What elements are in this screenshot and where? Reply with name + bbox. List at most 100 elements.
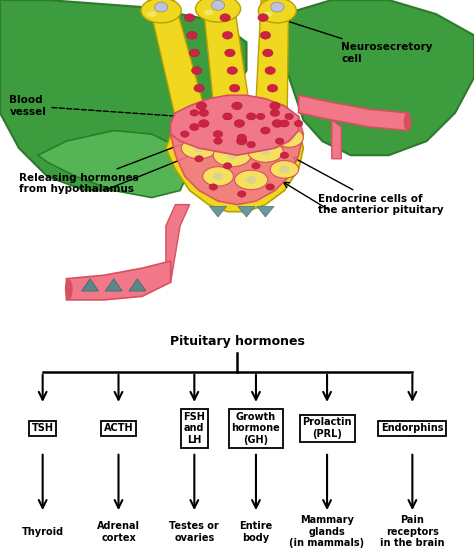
Ellipse shape bbox=[247, 141, 283, 162]
Polygon shape bbox=[38, 130, 190, 198]
Polygon shape bbox=[148, 0, 216, 148]
Text: Prolactin
(PRL): Prolactin (PRL) bbox=[302, 418, 352, 439]
Polygon shape bbox=[254, 0, 289, 148]
Polygon shape bbox=[299, 95, 408, 130]
Ellipse shape bbox=[227, 151, 237, 159]
Circle shape bbox=[191, 67, 202, 74]
Circle shape bbox=[220, 14, 230, 21]
Circle shape bbox=[256, 113, 265, 120]
Circle shape bbox=[189, 49, 200, 57]
Ellipse shape bbox=[192, 117, 225, 137]
Polygon shape bbox=[171, 95, 299, 155]
Text: Pituitary hormones: Pituitary hormones bbox=[170, 335, 304, 348]
Ellipse shape bbox=[271, 2, 284, 12]
Circle shape bbox=[294, 120, 303, 127]
Ellipse shape bbox=[237, 127, 247, 134]
Polygon shape bbox=[238, 207, 255, 217]
Circle shape bbox=[223, 113, 232, 120]
Polygon shape bbox=[257, 207, 274, 217]
Ellipse shape bbox=[224, 121, 259, 140]
Circle shape bbox=[229, 85, 240, 92]
Ellipse shape bbox=[181, 138, 217, 159]
Text: Mammary
glands
(in mammals): Mammary glands (in mammals) bbox=[290, 515, 365, 548]
Text: Endorphins: Endorphins bbox=[381, 423, 444, 433]
Ellipse shape bbox=[284, 134, 294, 142]
Ellipse shape bbox=[260, 148, 271, 156]
Circle shape bbox=[280, 152, 289, 158]
Circle shape bbox=[247, 142, 255, 148]
Circle shape bbox=[214, 138, 222, 144]
Circle shape bbox=[260, 31, 271, 39]
Circle shape bbox=[266, 184, 274, 190]
Circle shape bbox=[213, 130, 223, 138]
Text: TSH: TSH bbox=[32, 423, 54, 433]
Text: Releasing hormones
from hypothalamus: Releasing hormones from hypothalamus bbox=[19, 139, 195, 194]
Circle shape bbox=[234, 120, 245, 127]
Circle shape bbox=[223, 162, 232, 169]
Circle shape bbox=[199, 120, 209, 127]
Circle shape bbox=[270, 109, 280, 116]
Text: ACTH: ACTH bbox=[104, 423, 133, 433]
Ellipse shape bbox=[235, 170, 268, 190]
Polygon shape bbox=[0, 0, 246, 190]
Text: Thyroid: Thyroid bbox=[22, 527, 64, 537]
Circle shape bbox=[285, 113, 293, 120]
Ellipse shape bbox=[65, 279, 72, 299]
Text: Testes or
ovaries: Testes or ovaries bbox=[170, 521, 219, 543]
Ellipse shape bbox=[194, 144, 204, 152]
Ellipse shape bbox=[204, 10, 213, 15]
Ellipse shape bbox=[270, 161, 299, 178]
Circle shape bbox=[195, 156, 203, 162]
Polygon shape bbox=[210, 207, 227, 217]
Ellipse shape bbox=[275, 128, 303, 147]
Circle shape bbox=[194, 85, 204, 92]
Polygon shape bbox=[171, 106, 303, 204]
Text: Growth
hormone
(GH): Growth hormone (GH) bbox=[232, 412, 280, 445]
Polygon shape bbox=[166, 113, 303, 212]
Polygon shape bbox=[66, 261, 171, 300]
Ellipse shape bbox=[246, 176, 256, 184]
Circle shape bbox=[184, 14, 195, 21]
Ellipse shape bbox=[211, 1, 225, 10]
Circle shape bbox=[252, 162, 260, 169]
Text: Neurosecretory
cell: Neurosecretory cell bbox=[285, 20, 433, 64]
Circle shape bbox=[181, 131, 189, 137]
Ellipse shape bbox=[203, 123, 214, 131]
Circle shape bbox=[258, 14, 268, 21]
Ellipse shape bbox=[404, 113, 411, 130]
Circle shape bbox=[237, 137, 247, 145]
Ellipse shape bbox=[141, 0, 182, 23]
Text: Blood
vessel: Blood vessel bbox=[9, 95, 177, 116]
Text: Endocrine cells of
the anterior pituitary: Endocrine cells of the anterior pituitar… bbox=[293, 157, 443, 216]
Text: Pain
receptors
in the brain: Pain receptors in the brain bbox=[380, 515, 445, 548]
Ellipse shape bbox=[213, 172, 223, 180]
Circle shape bbox=[196, 102, 207, 110]
Ellipse shape bbox=[203, 167, 234, 186]
Polygon shape bbox=[332, 120, 341, 159]
Polygon shape bbox=[166, 204, 190, 282]
Circle shape bbox=[223, 113, 232, 120]
Circle shape bbox=[232, 102, 242, 110]
Polygon shape bbox=[129, 279, 146, 291]
Polygon shape bbox=[105, 279, 122, 291]
Circle shape bbox=[275, 138, 284, 144]
Circle shape bbox=[265, 67, 275, 74]
Text: Entire
body: Entire body bbox=[239, 521, 273, 543]
Ellipse shape bbox=[155, 2, 168, 12]
Circle shape bbox=[227, 67, 237, 74]
Polygon shape bbox=[275, 0, 474, 155]
Text: FSH
and
LH: FSH and LH bbox=[183, 412, 205, 445]
Ellipse shape bbox=[213, 144, 251, 167]
Circle shape bbox=[199, 109, 209, 116]
Circle shape bbox=[237, 191, 246, 197]
Circle shape bbox=[222, 31, 233, 39]
Circle shape bbox=[280, 120, 289, 127]
Circle shape bbox=[190, 124, 199, 130]
Circle shape bbox=[267, 85, 278, 92]
Circle shape bbox=[225, 49, 235, 57]
Circle shape bbox=[237, 134, 246, 141]
Polygon shape bbox=[82, 279, 99, 291]
Ellipse shape bbox=[270, 123, 280, 131]
Ellipse shape bbox=[279, 165, 290, 173]
Ellipse shape bbox=[258, 0, 296, 23]
